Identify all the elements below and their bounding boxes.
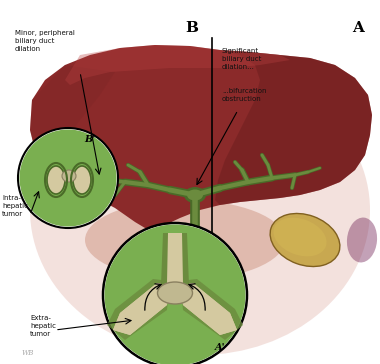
Ellipse shape	[184, 187, 206, 203]
Polygon shape	[107, 279, 170, 340]
Polygon shape	[215, 50, 372, 205]
Circle shape	[19, 130, 117, 226]
Polygon shape	[113, 283, 170, 335]
Ellipse shape	[187, 190, 203, 201]
Ellipse shape	[73, 166, 91, 194]
Polygon shape	[30, 45, 372, 230]
Polygon shape	[161, 233, 189, 285]
Circle shape	[18, 128, 118, 228]
Text: Minor, peripheral
biliary duct
dilation: Minor, peripheral biliary duct dilation	[15, 30, 75, 52]
Text: Extra-
hepatic
tumor: Extra- hepatic tumor	[30, 315, 56, 337]
Polygon shape	[30, 65, 115, 168]
Text: Significant
biliary duct
dilation...: Significant biliary duct dilation...	[222, 48, 261, 70]
Ellipse shape	[30, 65, 370, 355]
Text: B': B'	[84, 135, 96, 145]
Ellipse shape	[270, 213, 340, 266]
Text: A: A	[352, 21, 364, 35]
Polygon shape	[180, 283, 237, 335]
Text: Intra-
hepatic
tumor: Intra- hepatic tumor	[2, 195, 28, 217]
Ellipse shape	[157, 282, 193, 304]
Polygon shape	[65, 45, 290, 85]
Circle shape	[105, 225, 245, 364]
Text: A': A'	[215, 343, 225, 352]
Text: WB: WB	[22, 349, 34, 357]
Ellipse shape	[85, 200, 285, 280]
Polygon shape	[180, 279, 243, 340]
Ellipse shape	[274, 218, 326, 256]
Polygon shape	[167, 233, 183, 283]
Ellipse shape	[347, 218, 377, 262]
Ellipse shape	[47, 166, 65, 194]
Circle shape	[103, 223, 247, 364]
Text: ...bifurcation
obstruction: ...bifurcation obstruction	[222, 88, 266, 102]
Polygon shape	[113, 283, 170, 335]
Text: B: B	[185, 21, 198, 35]
Ellipse shape	[62, 170, 76, 182]
Polygon shape	[180, 283, 237, 335]
